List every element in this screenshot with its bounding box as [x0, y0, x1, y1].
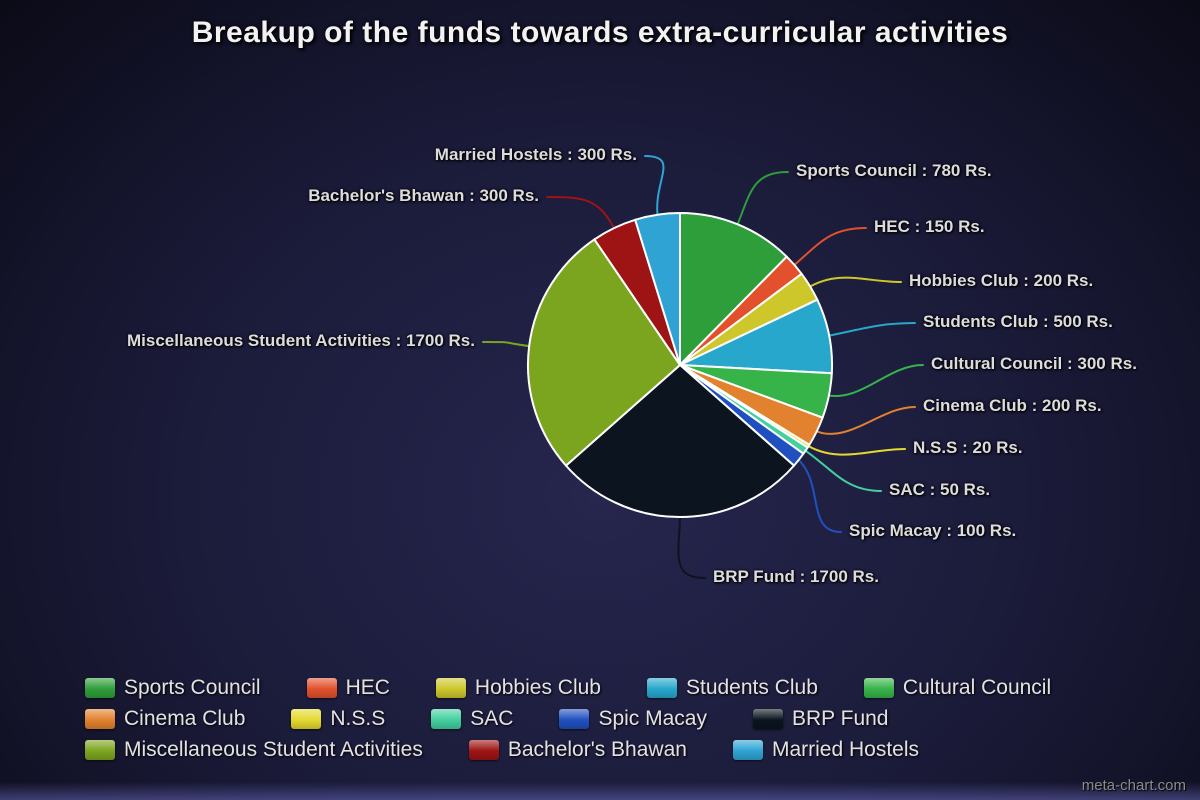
legend-swatch [85, 678, 115, 698]
legend-item[interactable]: Cultural Council [863, 676, 1052, 700]
slice-label: HEC : 150 Rs. [874, 217, 985, 236]
legend-item[interactable]: Hobbies Club [435, 676, 601, 700]
legend-swatch [646, 678, 677, 698]
legend-swatch [431, 709, 462, 729]
legend-item[interactable]: Spic Macay [559, 707, 707, 731]
legend-label: HEC [345, 676, 390, 699]
legend-label: BRP Fund [791, 707, 889, 730]
legend-label: Cinema Club [124, 707, 246, 730]
pie-slice[interactable] [634, 212, 681, 366]
slice-label: Bachelor's Bhawan : 300 Rs. [308, 186, 539, 205]
pie-slice[interactable] [679, 212, 788, 366]
legend-swatch [468, 740, 499, 760]
legend-swatch [559, 709, 590, 729]
label-leader-line [804, 443, 906, 456]
legend-swatch [752, 709, 783, 729]
chart-legend: Sports Council HEC Hobbies Club Students Cl… [85, 676, 1051, 762]
slice-label: Hobbies Club : 200 Rs. [909, 271, 1094, 290]
legend-item[interactable]: SAC [431, 707, 513, 731]
label-leader-line [482, 340, 535, 348]
legend-label: Married Hostels [771, 738, 919, 761]
slice-label: Married Hostels : 300 Rs. [434, 145, 637, 164]
legend-label: SAC [470, 707, 514, 730]
pie-slice[interactable] [565, 364, 795, 519]
label-leader-line [790, 227, 867, 269]
legend-swatch [863, 678, 894, 698]
legend-item[interactable]: Cinema Club [85, 707, 245, 731]
legend-item[interactable]: Miscellaneous Student Activities [85, 738, 423, 762]
legend-swatch [435, 678, 466, 698]
legend-item[interactable]: Married Hostels [732, 738, 919, 762]
legend-swatch [732, 740, 763, 760]
legend-swatch [85, 709, 115, 729]
label-leader-line [823, 364, 924, 398]
slice-label: BRP Fund : 1700 Rs. [713, 567, 879, 586]
slice-label: Miscellaneous Student Activities : 1700 … [127, 331, 475, 350]
legend-label: Spic Macay [598, 707, 707, 730]
slice-label: Students Club : 500 Rs. [923, 312, 1113, 331]
label-leader-line [812, 406, 916, 435]
slice-label: N.S.S : 20 Rs. [913, 438, 1023, 457]
label-leader-line [794, 456, 842, 533]
legend-swatch [291, 709, 322, 729]
legend-item[interactable]: HEC [306, 676, 390, 700]
slice-label: SAC : 50 Rs. [889, 480, 991, 499]
legend-label: Sports Council [124, 676, 261, 699]
label-leader-line [644, 155, 665, 220]
bottom-gradient [0, 782, 1200, 800]
legend-label: Bachelor's Bhawan [507, 738, 687, 761]
legend-item[interactable]: BRP Fund [752, 707, 889, 731]
legend-label: Cultural Council [902, 676, 1052, 699]
legend-row: Miscellaneous Student Activities Bachelor… [85, 738, 1051, 762]
legend-item[interactable]: Bachelor's Bhawan [468, 738, 687, 762]
pie-slice[interactable] [526, 238, 681, 467]
legend-row: Sports Council HEC Hobbies Club Students Cl… [85, 676, 1051, 700]
chart-title: Breakup of the funds towards extra-curri… [191, 16, 1009, 49]
label-leader-line [546, 196, 617, 233]
label-leader-line [677, 512, 706, 579]
legend-row: Cinema Club N.S.S SAC Spic Macay BRP Fund [85, 707, 1051, 731]
slice-label: Cinema Club : 200 Rs. [923, 396, 1102, 415]
legend-item[interactable]: N.S.S [291, 707, 385, 731]
legend-item[interactable]: Students Club [646, 676, 818, 700]
legend-label: Students Club [685, 676, 818, 699]
watermark: meta-chart.com [1081, 777, 1186, 794]
legend-label: Miscellaneous Student Activities [124, 738, 423, 761]
legend-swatch [306, 678, 337, 698]
label-leader-line [801, 447, 882, 492]
legend-swatch [85, 740, 115, 760]
label-leader-line [735, 171, 789, 230]
label-leader-line [805, 276, 902, 290]
slice-label: Spic Macay : 100 Rs. [849, 521, 1017, 540]
label-leader-line [824, 322, 916, 338]
legend-label: N.S.S [330, 707, 386, 730]
legend-item[interactable]: Sports Council [85, 676, 261, 700]
legend-label: Hobbies Club [474, 676, 601, 699]
slice-label: Sports Council : 780 Rs. [796, 161, 992, 180]
slice-label: Cultural Council : 300 Rs. [931, 354, 1137, 373]
